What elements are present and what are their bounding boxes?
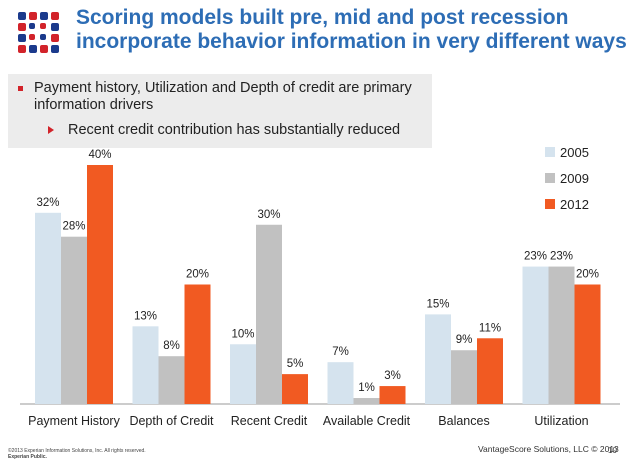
- logo-dot: [18, 34, 26, 42]
- bullet-box: [8, 74, 432, 148]
- bar-2012: [379, 386, 406, 404]
- logo-dot: [29, 34, 35, 40]
- category-label: Depth of Credit: [129, 414, 214, 428]
- category-label: Balances: [438, 414, 489, 428]
- title-line-2: incorporate behavior information in very…: [76, 30, 627, 53]
- bar-2005: [132, 326, 159, 404]
- page-number: 10: [608, 446, 617, 455]
- data-label: 20%: [186, 269, 209, 281]
- title-line-1: Scoring models built pre, mid and post r…: [76, 6, 569, 29]
- bar-2005: [522, 266, 549, 404]
- data-label: 11%: [479, 322, 501, 334]
- logo-dot: [18, 45, 26, 53]
- square-bullet-icon: [18, 86, 23, 91]
- data-label: 1%: [358, 382, 375, 394]
- bar-2012: [477, 338, 503, 404]
- data-label: 15%: [426, 298, 449, 310]
- logo-dot: [51, 34, 59, 42]
- bar-2005: [35, 212, 61, 404]
- data-label: 23%: [550, 251, 573, 263]
- data-label: 13%: [134, 310, 157, 322]
- data-label: 20%: [576, 269, 599, 281]
- data-label: 9%: [456, 334, 473, 346]
- logo-dot: [18, 23, 26, 31]
- data-label: 3%: [384, 370, 401, 382]
- logo-dot: [40, 23, 46, 29]
- legend-swatch: [545, 199, 555, 209]
- bar-2012: [574, 284, 601, 404]
- bar-2012: [282, 374, 308, 404]
- logo-dot: [29, 23, 35, 29]
- footer-source: VantageScore Solutions, LLC © 2013: [478, 444, 619, 454]
- bullet-primary-text: Payment history, Utilization and Depth o…: [34, 80, 412, 113]
- legend-swatch: [545, 147, 555, 157]
- bar-2012: [184, 284, 211, 404]
- bar-2009: [548, 266, 575, 404]
- experian-logo: [18, 12, 59, 53]
- bullet-secondary-text: Recent credit contribution has substanti…: [68, 122, 401, 138]
- data-label: 28%: [62, 221, 85, 233]
- bar-2009: [61, 236, 87, 404]
- bar-2009: [158, 356, 185, 404]
- data-label: 10%: [231, 328, 254, 340]
- logo-dot: [51, 12, 59, 20]
- slide-title: Scoring models built pre, mid and post r…: [76, 6, 636, 54]
- category-label: Recent Credit: [231, 414, 308, 428]
- bar-2012: [87, 165, 113, 404]
- logo-dot: [29, 12, 37, 20]
- bar-2005: [230, 344, 256, 404]
- logo-dot: [40, 12, 48, 20]
- data-label: 8%: [163, 340, 180, 352]
- legend-label: 2012: [560, 197, 589, 212]
- logo-dot: [51, 45, 59, 53]
- legend-swatch: [545, 173, 555, 183]
- logo-dot: [40, 34, 46, 40]
- footer-copyright: ©2013 Experian Information Solutions, In…: [8, 448, 146, 454]
- logo-dot: [40, 45, 48, 53]
- data-label: 30%: [257, 209, 280, 221]
- bar-2009: [451, 350, 477, 404]
- logo-dot: [29, 45, 37, 53]
- bar-2009: [256, 224, 282, 404]
- logo-dot: [18, 12, 26, 20]
- logo-dot: [51, 23, 59, 31]
- data-label: 5%: [287, 358, 304, 370]
- triangle-bullet-icon: [48, 126, 54, 134]
- bar-2009: [353, 398, 380, 404]
- bullet-primary: Payment history, Utilization and Depth o…: [18, 80, 428, 114]
- category-label: Available Credit: [323, 414, 411, 428]
- category-label: Utilization: [534, 414, 588, 428]
- legend-label: 2009: [560, 171, 589, 186]
- category-label: Payment History: [28, 414, 120, 428]
- data-label: 7%: [332, 346, 349, 358]
- bar-2005: [425, 314, 451, 404]
- legend-label: 2005: [560, 145, 589, 160]
- bullet-secondary: Recent credit contribution has substanti…: [48, 122, 400, 138]
- data-label: 23%: [524, 251, 547, 263]
- footer-left: ©2013 Experian Information Solutions, In…: [8, 448, 146, 460]
- data-label: 40%: [88, 149, 111, 161]
- footer-classification: Experian Public.: [8, 454, 47, 460]
- data-label: 32%: [36, 197, 59, 209]
- bar-2005: [327, 362, 354, 404]
